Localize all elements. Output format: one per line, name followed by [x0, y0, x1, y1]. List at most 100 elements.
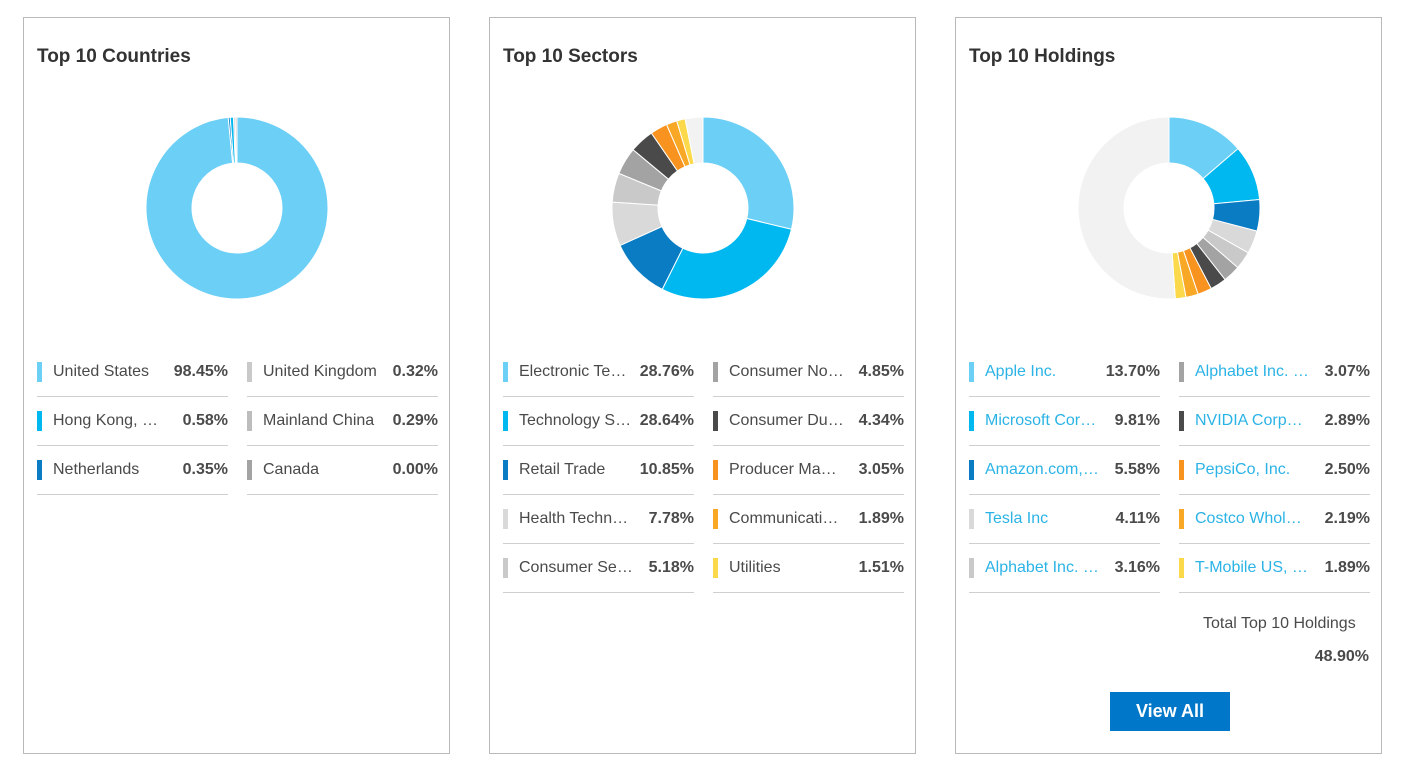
- legend-row-t-mobile-us-inc[interactable]: T-Mobile US, Inc. 1.89%: [1179, 544, 1370, 593]
- legend-value: 1.89%: [1324, 559, 1370, 576]
- legend-label[interactable]: Costco Wholesale Corporation: [1195, 510, 1310, 527]
- legend-swatch: [1179, 362, 1184, 382]
- legend-label[interactable]: Alphabet Inc. Class A: [985, 559, 1100, 576]
- legend-swatch: [37, 460, 42, 480]
- legend-row-nvidia-corporation[interactable]: NVIDIA Corporation 2.89%: [1179, 397, 1370, 446]
- legend-swatch: [969, 509, 974, 529]
- legend-value: 3.05%: [858, 461, 904, 478]
- legend-value: 13.70%: [1105, 363, 1160, 380]
- slice-united-states: [145, 116, 329, 300]
- legend-swatch: [713, 362, 718, 382]
- legend-label[interactable]: Microsoft Corporation: [985, 412, 1100, 429]
- countries-title: Top 10 Countries: [37, 46, 191, 67]
- legend-value: 98.45%: [173, 363, 228, 380]
- legend-row-united-states: United States 98.45%: [37, 348, 228, 397]
- legend-value: 7.78%: [648, 510, 694, 527]
- legend-swatch: [503, 411, 508, 431]
- legend-row-consumer-durables: Consumer Durables 4.34%: [713, 397, 904, 446]
- sectors-card: Top 10 Sectors Electronic Technology 28.7…: [489, 17, 916, 754]
- legend-label[interactable]: Alphabet Inc. Class C: [1195, 363, 1310, 380]
- countries-card: Top 10 Countries United States 98.45% Unit…: [23, 17, 450, 754]
- legend-row-alphabet-inc-class-c[interactable]: Alphabet Inc. Class C 3.07%: [1179, 348, 1370, 397]
- legend-row-mainland-china: Mainland China 0.29%: [247, 397, 438, 446]
- legend-value: 0.00%: [392, 461, 438, 478]
- legend-value: 5.18%: [648, 559, 694, 576]
- legend-row-health-technology: Health Technology 7.78%: [503, 495, 694, 544]
- legend-label: Health Technology: [519, 510, 634, 527]
- legend-swatch: [503, 362, 508, 382]
- legend-row-retail-trade: Retail Trade 10.85%: [503, 446, 694, 495]
- legend-value: 4.85%: [858, 363, 904, 380]
- legend-label[interactable]: Amazon.com, Inc.: [985, 461, 1100, 478]
- legend-value: 1.51%: [858, 559, 904, 576]
- legend-label[interactable]: NVIDIA Corporation: [1195, 412, 1310, 429]
- legend-swatch: [503, 460, 508, 480]
- legend-swatch: [969, 460, 974, 480]
- legend-row-costco-wholesale-corporation[interactable]: Costco Wholesale Corporation 2.19%: [1179, 495, 1370, 544]
- legend-value: 4.34%: [858, 412, 904, 429]
- legend-label: Consumer Services: [519, 559, 634, 576]
- slice-technology-services: [661, 217, 793, 300]
- legend-swatch: [1179, 509, 1184, 529]
- legend-value: 28.64%: [639, 412, 694, 429]
- legend-row-amazon-com-inc[interactable]: Amazon.com, Inc. 5.58%: [969, 446, 1160, 495]
- legend-swatch: [1179, 558, 1184, 578]
- legend-value: 1.89%: [858, 510, 904, 527]
- legend-value: 2.89%: [1324, 412, 1370, 429]
- legend-swatch: [713, 558, 718, 578]
- legend-label[interactable]: Tesla Inc: [985, 510, 1049, 527]
- legend-value: 3.16%: [1114, 559, 1160, 576]
- legend-value: 4.11%: [1115, 510, 1160, 527]
- legend-swatch: [1179, 411, 1184, 431]
- legend-label: Canada: [263, 461, 320, 478]
- legend-row-microsoft-corporation[interactable]: Microsoft Corporation 9.81%: [969, 397, 1160, 446]
- legend-row-canada: Canada 0.00%: [247, 446, 438, 495]
- legend-row-apple-inc[interactable]: Apple Inc. 13.70%: [969, 348, 1160, 397]
- legend-swatch: [713, 509, 718, 529]
- legend-row-consumer-non-durables: Consumer Non-Durables 4.85%: [713, 348, 904, 397]
- legend-row-alphabet-inc-class-a[interactable]: Alphabet Inc. Class A 3.16%: [969, 544, 1160, 593]
- legend-value: 0.29%: [392, 412, 438, 429]
- holdings-title: Top 10 Holdings: [969, 46, 1116, 67]
- legend-swatch: [247, 411, 252, 431]
- legend-swatch: [247, 460, 252, 480]
- legend-swatch: [37, 362, 42, 382]
- legend-label[interactable]: T-Mobile US, Inc.: [1195, 559, 1310, 576]
- sectors-donut: [611, 116, 795, 300]
- legend-label: United Kingdom: [263, 363, 377, 380]
- legend-row-electronic-technology: Electronic Technology 28.76%: [503, 348, 694, 397]
- legend-row-tesla-inc[interactable]: Tesla Inc 4.11%: [969, 495, 1160, 544]
- legend-label: Hong Kong, China: [53, 412, 168, 429]
- legend-value: 10.85%: [639, 461, 694, 478]
- holdings-card: Top 10 Holdings Apple Inc. 13.70% Alphabet…: [955, 17, 1382, 754]
- legend-swatch: [713, 460, 718, 480]
- legend-row-netherlands: Netherlands 0.35%: [37, 446, 228, 495]
- sectors-title: Top 10 Sectors: [503, 46, 638, 67]
- legend-value: 0.32%: [392, 363, 438, 380]
- total-top-10-value: 48.90%: [1314, 648, 1369, 665]
- legend-label: Electronic Technology: [519, 363, 634, 380]
- slice-united-kingdom: [234, 116, 238, 164]
- slice-other: [684, 116, 704, 165]
- legend-swatch: [37, 411, 42, 431]
- legend-label: Technology Services: [519, 412, 634, 429]
- legend-label: Communications: [729, 510, 844, 527]
- legend-label: Producer Manufacturing: [729, 461, 844, 478]
- legend-label: United States: [53, 363, 150, 380]
- legend-row-hong-kong-china: Hong Kong, China 0.58%: [37, 397, 228, 446]
- view-all-button[interactable]: View All: [1110, 692, 1230, 731]
- legend-label: Retail Trade: [519, 461, 606, 478]
- legend-swatch: [969, 411, 974, 431]
- legend-value: 9.81%: [1114, 412, 1160, 429]
- countries-donut: [145, 116, 329, 300]
- legend-label[interactable]: PepsiCo, Inc.: [1195, 461, 1291, 478]
- slice-electronic-technology: [702, 116, 795, 230]
- legend-label[interactable]: Apple Inc.: [985, 363, 1057, 380]
- legend-label: Consumer Non-Durables: [729, 363, 844, 380]
- holdings-donut: [1077, 116, 1261, 300]
- legend-swatch: [503, 509, 508, 529]
- legend-row-pepsico-inc[interactable]: PepsiCo, Inc. 2.50%: [1179, 446, 1370, 495]
- legend-value: 0.35%: [182, 461, 228, 478]
- legend-row-united-kingdom: United Kingdom 0.32%: [247, 348, 438, 397]
- legend-row-technology-services: Technology Services 28.64%: [503, 397, 694, 446]
